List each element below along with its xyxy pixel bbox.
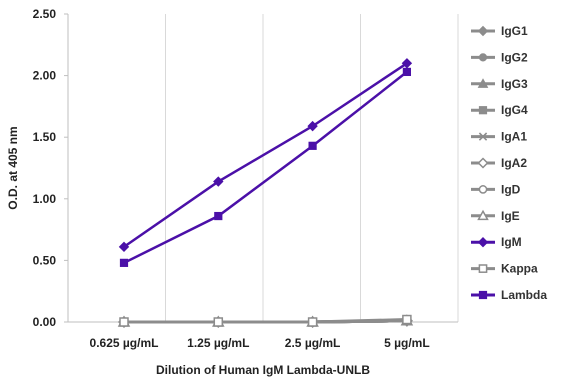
series-line-lambda xyxy=(123,70,408,264)
data-point-lambda xyxy=(402,67,411,77)
y-tick-label: 1.50 xyxy=(33,130,57,144)
x-axis-label: Dilution of Human IgM Lambda-UNLB xyxy=(156,363,370,377)
data-point-lambda xyxy=(308,141,317,150)
data-point-kappa xyxy=(213,317,224,327)
x-tick-label: 2.5 µg/mL xyxy=(285,336,341,350)
legend-entry-kappa: Kappa xyxy=(471,262,538,276)
series-line-kappa xyxy=(124,318,407,324)
series-kappa xyxy=(119,314,412,327)
legend-marker-igm xyxy=(477,236,489,248)
legend-label-igg2: IgG2 xyxy=(501,50,528,64)
data-point-igm xyxy=(307,120,318,132)
data-point-igm xyxy=(401,58,413,69)
y-tick-label: 1.00 xyxy=(33,192,57,206)
series-lambda xyxy=(119,67,411,267)
legend-entry-iga1: IgA1 xyxy=(471,130,527,144)
x-tick-label: 0.625 µg/mL xyxy=(90,336,159,350)
data-point-igm xyxy=(213,176,224,187)
y-tick-labels: 0.00 0.50 1.00 1.50 2.00 2.50 xyxy=(33,7,68,329)
legend-label-iga2: IgA2 xyxy=(501,156,527,170)
legend-entry-igd: IgD xyxy=(471,182,521,196)
legend-marker-ige xyxy=(477,209,489,221)
legend-label-igg3: IgG3 xyxy=(501,77,528,91)
series-igm xyxy=(118,58,413,253)
legend-marker-igg3 xyxy=(477,78,489,88)
data-point-lambda xyxy=(119,258,129,267)
y-tick-label: 0.00 xyxy=(33,315,57,329)
data-point-kappa xyxy=(307,317,318,327)
legend-marker-igg1 xyxy=(477,25,489,37)
x-tick-labels: 0.625 µg/mL 1.25 µg/mL 2.5 µg/mL 5 µg/mL xyxy=(90,336,430,350)
legend-entry-igg3: IgG3 xyxy=(471,77,528,91)
y-tick-label: 0.50 xyxy=(33,253,57,267)
legend-marker-iga2 xyxy=(477,157,489,169)
series-layer xyxy=(117,58,414,329)
legend-entry-igm: IgM xyxy=(471,235,522,249)
x-tick-label: 5 µg/mL xyxy=(384,336,430,350)
data-point-kappa xyxy=(119,317,129,327)
legend-marker-kappa xyxy=(478,264,488,273)
legend-marker-iga1 xyxy=(478,132,488,141)
legend-label-igd: IgD xyxy=(501,182,521,196)
y-tick-label: 2.00 xyxy=(33,69,57,83)
legend-marker-igd xyxy=(478,185,488,194)
legend-label-igm: IgM xyxy=(501,235,522,249)
legend-entry-iga2: IgA2 xyxy=(471,156,527,170)
legend-entry-igg2: IgG2 xyxy=(471,50,528,64)
legend-marker-lambda xyxy=(478,290,488,300)
legend-entry-lambda: Lambda xyxy=(471,288,547,302)
gridlines xyxy=(67,14,459,322)
data-point-igm xyxy=(118,241,130,253)
legend-label-kappa: Kappa xyxy=(501,262,538,276)
data-point-lambda xyxy=(214,211,223,221)
legend-entry-igg4: IgG4 xyxy=(471,103,528,117)
legend-entry-igg1: IgG1 xyxy=(471,24,528,38)
x-tick-label: 1.25 µg/mL xyxy=(187,336,249,350)
legend-label-igg4: IgG4 xyxy=(501,103,528,117)
legend: IgG1 IgG2 IgG3 IgG4 IgA1 IgA2 IgD IgE IgM Kappa La… xyxy=(471,24,547,302)
data-point-kappa xyxy=(402,314,412,325)
legend-label-lambda: Lambda xyxy=(501,288,547,302)
legend-label-ige: IgE xyxy=(501,209,520,223)
legend-entry-ige: IgE xyxy=(471,209,520,223)
y-axis-label: O.D. at 405 nm xyxy=(6,126,20,209)
legend-label-iga1: IgA1 xyxy=(501,130,527,144)
series-line-igm xyxy=(123,62,408,248)
legend-marker-igg4 xyxy=(478,106,488,115)
legend-marker-igg2 xyxy=(478,53,488,62)
legend-label-igg1: IgG1 xyxy=(501,24,528,38)
y-tick-label: 2.50 xyxy=(33,7,57,21)
